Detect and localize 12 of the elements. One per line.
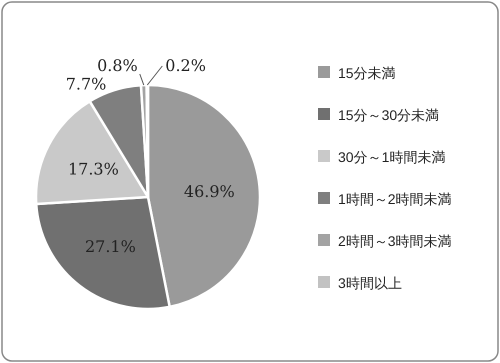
- data-label: 0.2%: [165, 56, 206, 75]
- legend-label: 30分～1時間未満: [338, 149, 446, 165]
- data-label: 0.8%: [97, 56, 138, 75]
- data-label: 46.9%: [184, 182, 235, 202]
- legend-label: 1時間～2時間未満: [338, 191, 452, 207]
- legend-label: 3時間以上: [338, 275, 402, 291]
- data-label: 27.1%: [84, 236, 136, 256]
- data-label: 17.3%: [68, 160, 119, 179]
- legend-label: 2時間～3時間未満: [338, 233, 452, 249]
- data-label: 7.7%: [66, 74, 106, 94]
- legend-label: 15分未満: [338, 65, 396, 81]
- legend-label: 15分～30分未満: [338, 107, 440, 123]
